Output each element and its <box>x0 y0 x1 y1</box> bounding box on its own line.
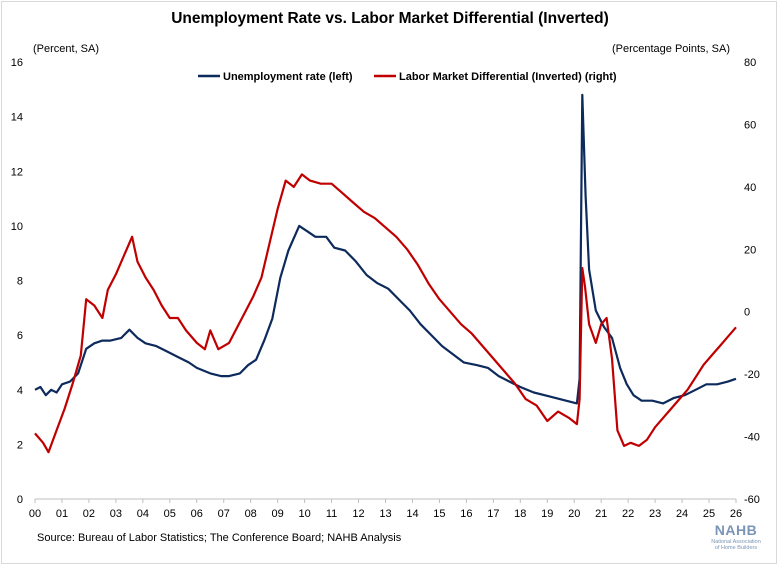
series-group <box>34 93 737 454</box>
source-note: Source: Bureau of Labor Statistics; The … <box>37 532 402 544</box>
x-tick-label: 20 <box>568 508 580 520</box>
y-left-tick-label: 12 <box>11 166 23 178</box>
y-right-tick-label: -20 <box>744 369 760 381</box>
y-right-tick-label: 20 <box>744 244 756 256</box>
y-left-tick-label: 6 <box>17 330 23 342</box>
x-tick-label: 13 <box>379 508 391 520</box>
x-tick-label: 25 <box>703 508 715 520</box>
x-tick-label: 11 <box>326 508 337 520</box>
unemployment-rate-line <box>34 93 737 405</box>
x-tick-label: 21 <box>595 508 607 520</box>
y-left-tick-label: 4 <box>17 385 23 397</box>
x-tick-label: 19 <box>541 508 553 520</box>
legend-label: Labor Market Differential (Inverted) (ri… <box>399 71 617 83</box>
x-tick-label: 08 <box>245 508 257 520</box>
x-tick-label: 26 <box>730 508 742 520</box>
x-tick-label: 24 <box>676 508 688 520</box>
x-tick-label: 06 <box>191 508 203 520</box>
chart-title: Unemployment Rate vs. Labor Market Diffe… <box>171 10 609 27</box>
y-right-tick-label: 0 <box>744 307 750 319</box>
y-right-tick-label: -60 <box>744 494 760 506</box>
x-tick-label: 05 <box>164 508 176 520</box>
right-axis-unit-label: (Percentage Points, SA) <box>611 43 730 55</box>
y-left-tick-label: 0 <box>17 494 23 506</box>
x-tick-label: 12 <box>352 508 364 520</box>
left-axis-unit-label: (Percent, SA) <box>33 43 100 55</box>
y-right-tick-label: -40 <box>744 432 760 444</box>
logo-subtitle-line1: National Association <box>711 539 761 545</box>
x-tick-label: 23 <box>649 508 661 520</box>
y-right-tick-label: 40 <box>744 182 756 194</box>
x-tick-label: 17 <box>487 508 499 520</box>
y-right-tick-label: 60 <box>744 119 756 131</box>
y-right-tick-label: 80 <box>744 57 756 69</box>
x-tick-label: 02 <box>83 508 95 520</box>
x-tick-label: 10 <box>298 508 310 520</box>
x-tick-label: 09 <box>272 508 284 520</box>
x-tick-label: 22 <box>622 508 634 520</box>
x-tick-label: 03 <box>110 508 122 520</box>
x-tick-label: 16 <box>460 508 472 520</box>
x-tick-label: 04 <box>137 508 149 520</box>
legend-label: Unemployment rate (left) <box>223 71 353 83</box>
x-tick-label: 07 <box>218 508 230 520</box>
logo-subtitle-line2: of Home Builders <box>714 545 758 551</box>
x-tick-label: 14 <box>406 508 418 520</box>
x-tick-label: 15 <box>433 508 445 520</box>
x-tick-label: 18 <box>514 508 526 520</box>
labor-market-differential-line <box>34 173 737 454</box>
y-left-tick-label: 10 <box>11 221 23 233</box>
nahb-logo: NAHB National Association of Home Builde… <box>706 522 766 562</box>
logo-wordmark: NAHB <box>714 522 758 538</box>
y-left-tick-label: 14 <box>11 112 23 124</box>
x-tick-label: 00 <box>29 508 41 520</box>
y-left-tick-label: 8 <box>17 276 23 288</box>
legend: Unemployment rate (left) Labor Market Dif… <box>198 71 617 83</box>
y-left-tick-label: 16 <box>11 57 23 69</box>
y-left-tick-label: 2 <box>17 439 23 451</box>
logo-subtitle: National Association of Home Builders <box>706 539 766 551</box>
x-tick-label: 01 <box>56 508 68 520</box>
